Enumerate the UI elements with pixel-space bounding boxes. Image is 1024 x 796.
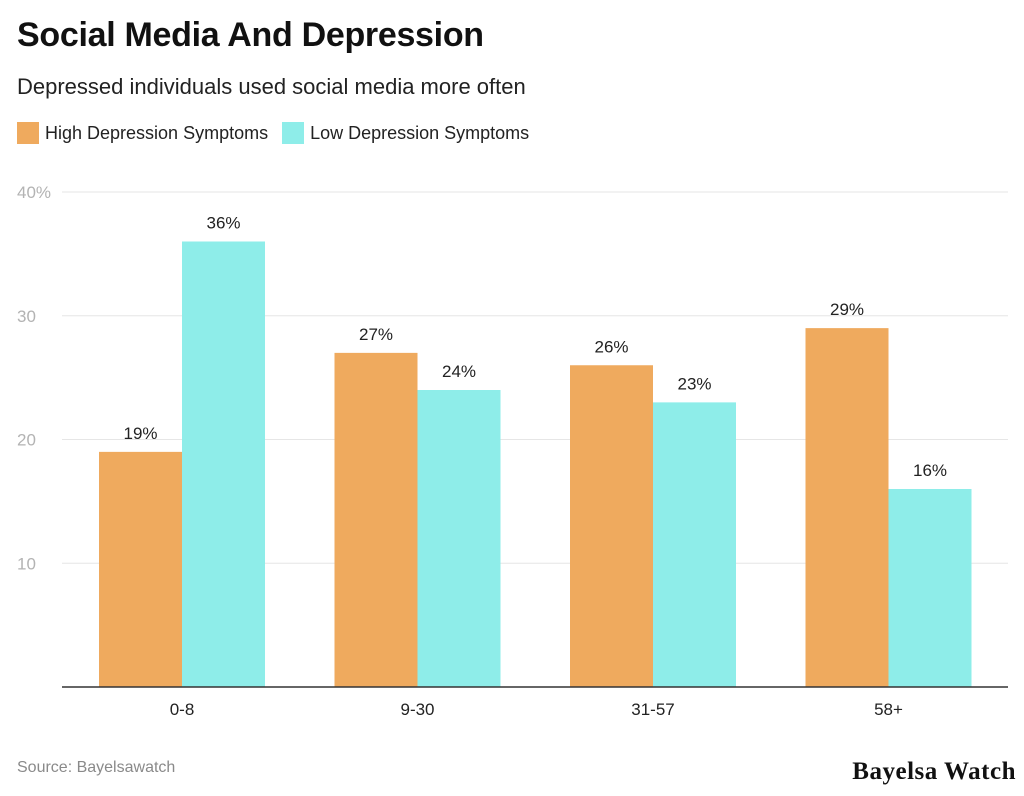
legend: High Depression Symptoms Low Depression … bbox=[17, 122, 543, 144]
y-tick-label: 40% bbox=[17, 183, 51, 202]
data-label: 36% bbox=[206, 214, 240, 233]
data-label: 23% bbox=[677, 374, 711, 393]
chart-subtitle: Depressed individuals used social media … bbox=[17, 74, 526, 99]
bar-chart: 10 20 30 40% 19% 36% 0-8 27% 24% 9-30 26% 23% 31-57 2… bbox=[17, 183, 1008, 719]
bar-high bbox=[570, 365, 653, 687]
legend-swatch-low bbox=[282, 122, 305, 144]
y-tick-label: 10 bbox=[17, 554, 36, 573]
legend-swatch-high bbox=[17, 122, 39, 144]
y-tick-label: 30 bbox=[17, 307, 36, 326]
brand-logo: Bayelsa Watch bbox=[852, 758, 1016, 785]
legend-label-low: Low Depression Symptoms bbox=[310, 122, 530, 143]
legend-item-high: High Depression Symptoms bbox=[17, 122, 268, 144]
data-label: 26% bbox=[594, 337, 628, 356]
data-label: 24% bbox=[442, 362, 476, 381]
data-label: 27% bbox=[359, 325, 393, 344]
data-label: 16% bbox=[913, 461, 947, 480]
x-tick-label: 31-57 bbox=[631, 700, 674, 719]
x-tick-label: 0-8 bbox=[170, 700, 195, 719]
bar-low bbox=[417, 390, 501, 687]
bar-low bbox=[653, 402, 736, 687]
bar-low bbox=[888, 489, 972, 687]
bar-high bbox=[805, 328, 889, 687]
x-tick-label: 58+ bbox=[874, 700, 903, 719]
legend-label-high: High Depression Symptoms bbox=[45, 122, 269, 143]
x-tick-label: 9-30 bbox=[400, 700, 434, 719]
legend-item-low: Low Depression Symptoms bbox=[282, 122, 529, 144]
bar-high bbox=[334, 352, 418, 687]
bar-high bbox=[99, 451, 182, 687]
data-label: 19% bbox=[123, 424, 157, 443]
chart-title: Social Media And Depression bbox=[17, 16, 484, 54]
source-note: Source: Bayelsawatch bbox=[17, 759, 176, 776]
y-tick-label: 20 bbox=[17, 431, 36, 450]
bar-low bbox=[182, 241, 265, 687]
data-label: 29% bbox=[830, 300, 864, 319]
